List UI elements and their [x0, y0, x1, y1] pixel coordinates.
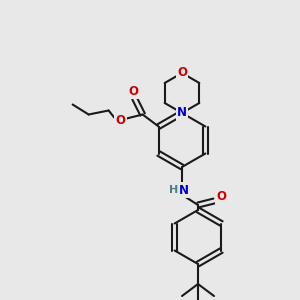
Text: N: N	[179, 184, 189, 196]
Text: H: H	[169, 185, 178, 195]
Text: O: O	[216, 190, 226, 203]
Text: O: O	[116, 114, 126, 127]
Text: O: O	[129, 85, 139, 98]
Text: O: O	[177, 67, 187, 80]
Text: N: N	[177, 106, 187, 119]
